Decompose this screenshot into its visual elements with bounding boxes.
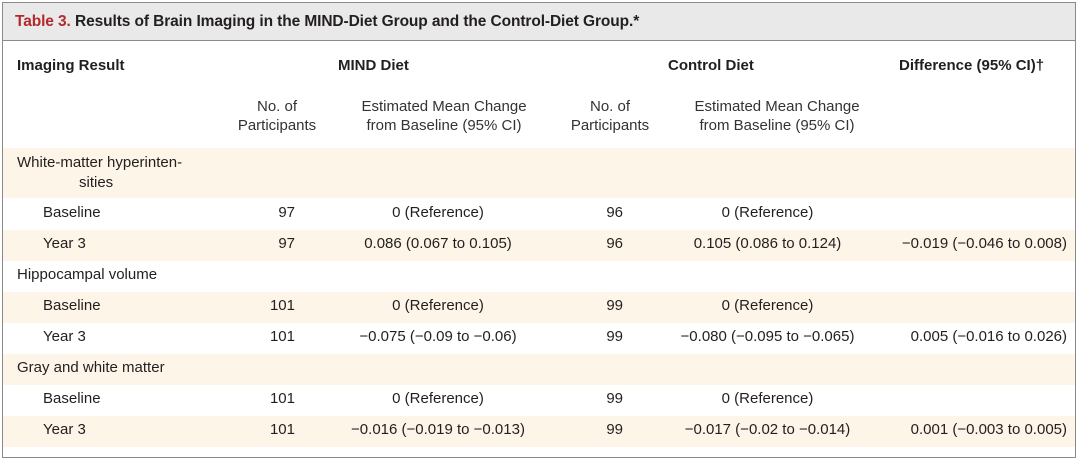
control-change: −0.080 (−0.095 to −0.065): [680, 328, 855, 345]
row-label: Baseline: [43, 390, 101, 407]
mind-change: −0.016 (−0.019 to −0.013): [351, 421, 525, 438]
subheader-line: Estimated Mean Change: [694, 98, 860, 115]
control-change: 0 (Reference): [721, 204, 814, 221]
control-participants: 99: [606, 297, 623, 314]
subheader-line: Participants: [237, 117, 317, 134]
table-row: Baseline 101 0 (Reference) 99 0 (Referen…: [3, 385, 1075, 416]
mind-change: 0 (Reference): [392, 297, 484, 314]
difference: −0.019 (−0.046 to 0.008): [901, 235, 1067, 252]
row-label: Year 3: [43, 328, 86, 345]
table-caption: Table 3. Results of Brain Imaging in the…: [3, 3, 1075, 41]
table-row: Baseline 97 0 (Reference) 96 0 (Referenc…: [3, 199, 1075, 230]
control-participants: 99: [606, 390, 623, 407]
table-number: Table 3.: [15, 13, 71, 30]
subheader-mind-change: Estimated Mean Change from Baseline (95%…: [338, 97, 550, 135]
section-label: Gray and white matter: [17, 359, 165, 376]
control-participants: 96: [606, 204, 623, 221]
table-row: Year 3 97 0.086 (0.067 to 0.105) 96 0.10…: [3, 230, 1075, 261]
section-row: Gray and white matter: [3, 354, 1075, 385]
table-row: Year 3 101 −0.075 (−0.09 to −0.06) 99 −0…: [3, 323, 1075, 354]
section-label: White-matter hyperinten-: [17, 154, 183, 171]
mind-participants: 101: [269, 297, 295, 314]
header-mind-diet: MIND Diet: [338, 57, 409, 74]
table-title: Results of Brain Imaging in the MIND-Die…: [75, 13, 640, 30]
difference: 0.005 (−0.016 to 0.026): [910, 328, 1067, 345]
difference: 0.001 (−0.003 to 0.005): [910, 421, 1067, 438]
row-label: Baseline: [43, 297, 101, 314]
row-label: Year 3: [43, 421, 86, 438]
mind-participants: 101: [269, 390, 295, 407]
header-control-diet: Control Diet: [668, 57, 754, 74]
mind-change: 0 (Reference): [392, 204, 484, 221]
mind-change: 0.086 (0.067 to 0.105): [364, 235, 512, 252]
section-label: Hippocampal volume: [17, 266, 158, 283]
mind-change: −0.075 (−0.09 to −0.06): [359, 328, 517, 345]
subheader-control-participants: No. of Participants: [558, 97, 662, 135]
control-change: 0 (Reference): [721, 297, 814, 314]
subheader-line: No. of: [589, 98, 631, 115]
control-change: 0 (Reference): [721, 390, 814, 407]
subheader-line: Participants: [570, 117, 650, 134]
header-difference: Difference (95% CI)†: [899, 57, 1045, 74]
subheader-line: from Baseline (95% CI): [699, 117, 855, 134]
table-row: Baseline 101 0 (Reference) 99 0 (Referen…: [3, 292, 1075, 323]
section-row: Hippocampal volume: [3, 261, 1075, 292]
subheader-line: from Baseline (95% CI): [366, 117, 522, 134]
control-change: −0.017 (−0.02 to −0.014): [684, 421, 851, 438]
row-label: Year 3: [43, 235, 86, 252]
mind-participants: 101: [269, 328, 295, 345]
row-label: Baseline: [43, 204, 101, 221]
control-participants: 99: [606, 421, 623, 438]
mind-participants: 97: [278, 204, 295, 221]
subheader-mind-participants: No. of Participants: [225, 97, 329, 135]
section-label-continued: sities: [79, 174, 114, 191]
mind-change: 0 (Reference): [392, 390, 484, 407]
control-participants: 96: [606, 235, 623, 252]
mind-participants: 101: [269, 421, 295, 438]
subheader-line: No. of: [256, 98, 298, 115]
control-participants: 99: [606, 328, 623, 345]
section-row: White-matter hyperinten- sities: [3, 148, 1075, 198]
control-change: 0.105 (0.086 to 0.124): [693, 235, 842, 252]
subheader-control-change: Estimated Mean Change from Baseline (95%…: [671, 97, 883, 135]
mind-participants: 97: [278, 235, 295, 252]
table-row: Year 3 101 −0.016 (−0.019 to −0.013) 99 …: [3, 416, 1075, 447]
header-imaging-result: Imaging Result: [17, 57, 125, 74]
subheader-line: Estimated Mean Change: [361, 98, 527, 115]
